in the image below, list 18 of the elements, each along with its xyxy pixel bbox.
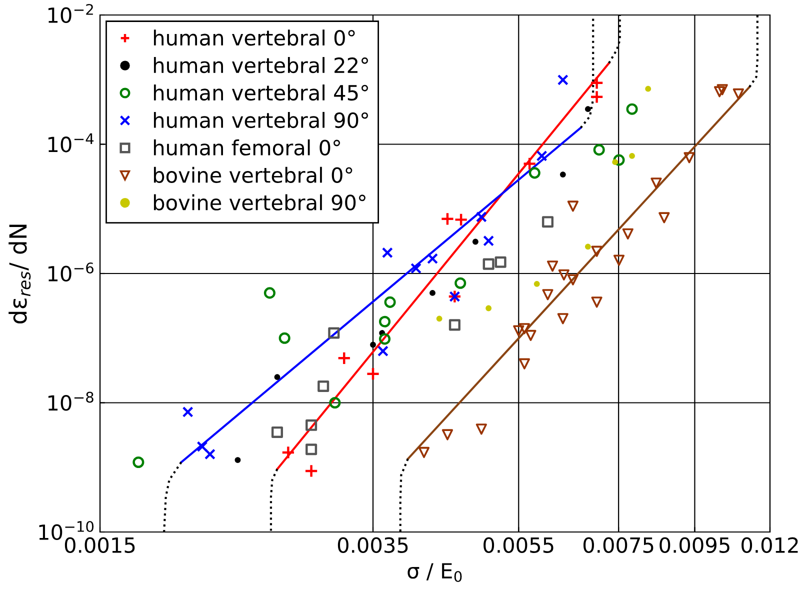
- legend-label: bovine vertebral 90°: [154, 194, 366, 210]
- legend-label: human vertebral 90°: [154, 112, 368, 128]
- x-axis-title: σ / E$_{0}$: [408, 563, 462, 582]
- legend-label: bovine vertebral 0°: [154, 166, 352, 183]
- legend-label: human vertebral 22°: [154, 57, 368, 74]
- x-tick-label: 0.0035: [338, 537, 408, 553]
- legend-label: human femoral 0°: [154, 139, 340, 156]
- y-tick-label: 10$^{−6}$: [48, 262, 94, 282]
- x-tick-label: 0.0055: [484, 537, 554, 553]
- x-tick-label: 0.012: [742, 537, 798, 553]
- x-tick-label: 0.0095: [660, 537, 730, 553]
- legend-label: human vertebral 0°: [154, 30, 355, 46]
- y-tick-label: 10$^{−2}$: [48, 4, 93, 24]
- x-tick-label: 0.0075: [583, 537, 654, 553]
- legend-label: human vertebral 45°: [154, 84, 368, 101]
- y-tick-label: 10$^{−8}$: [48, 392, 94, 411]
- y-tick-label: 10$^{−4}$: [48, 133, 94, 152]
- y-axis-title: dε$_{res}$/ dN: [8, 224, 31, 324]
